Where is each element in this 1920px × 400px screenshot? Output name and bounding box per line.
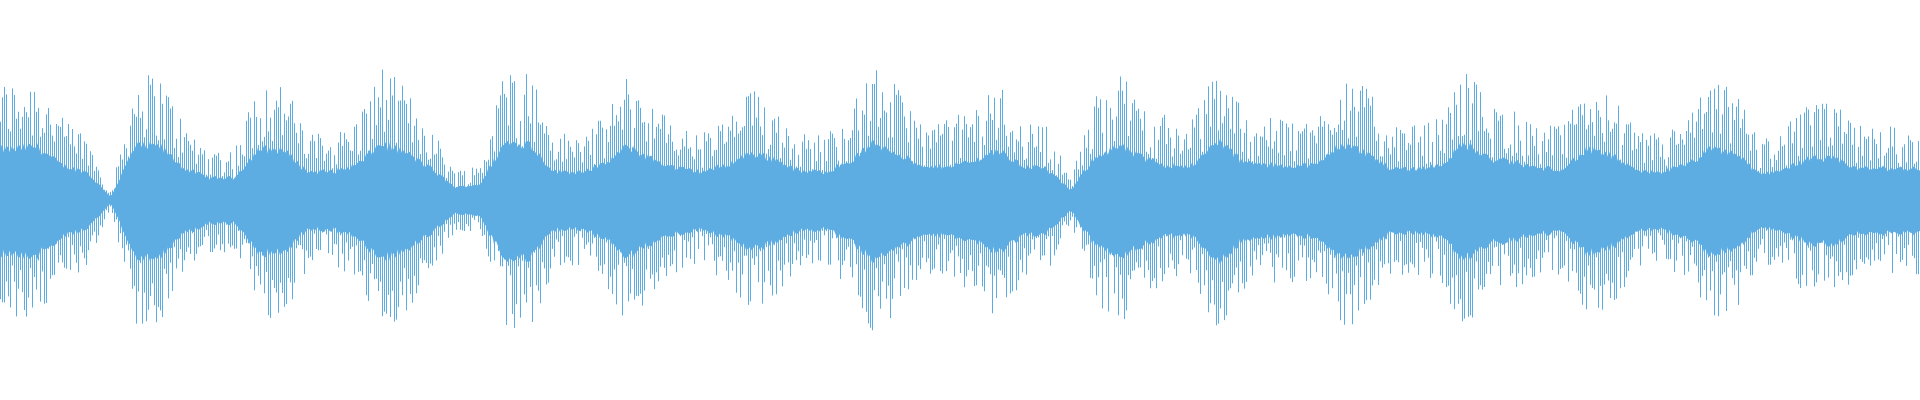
waveform-peaks: [0, 69, 1920, 331]
